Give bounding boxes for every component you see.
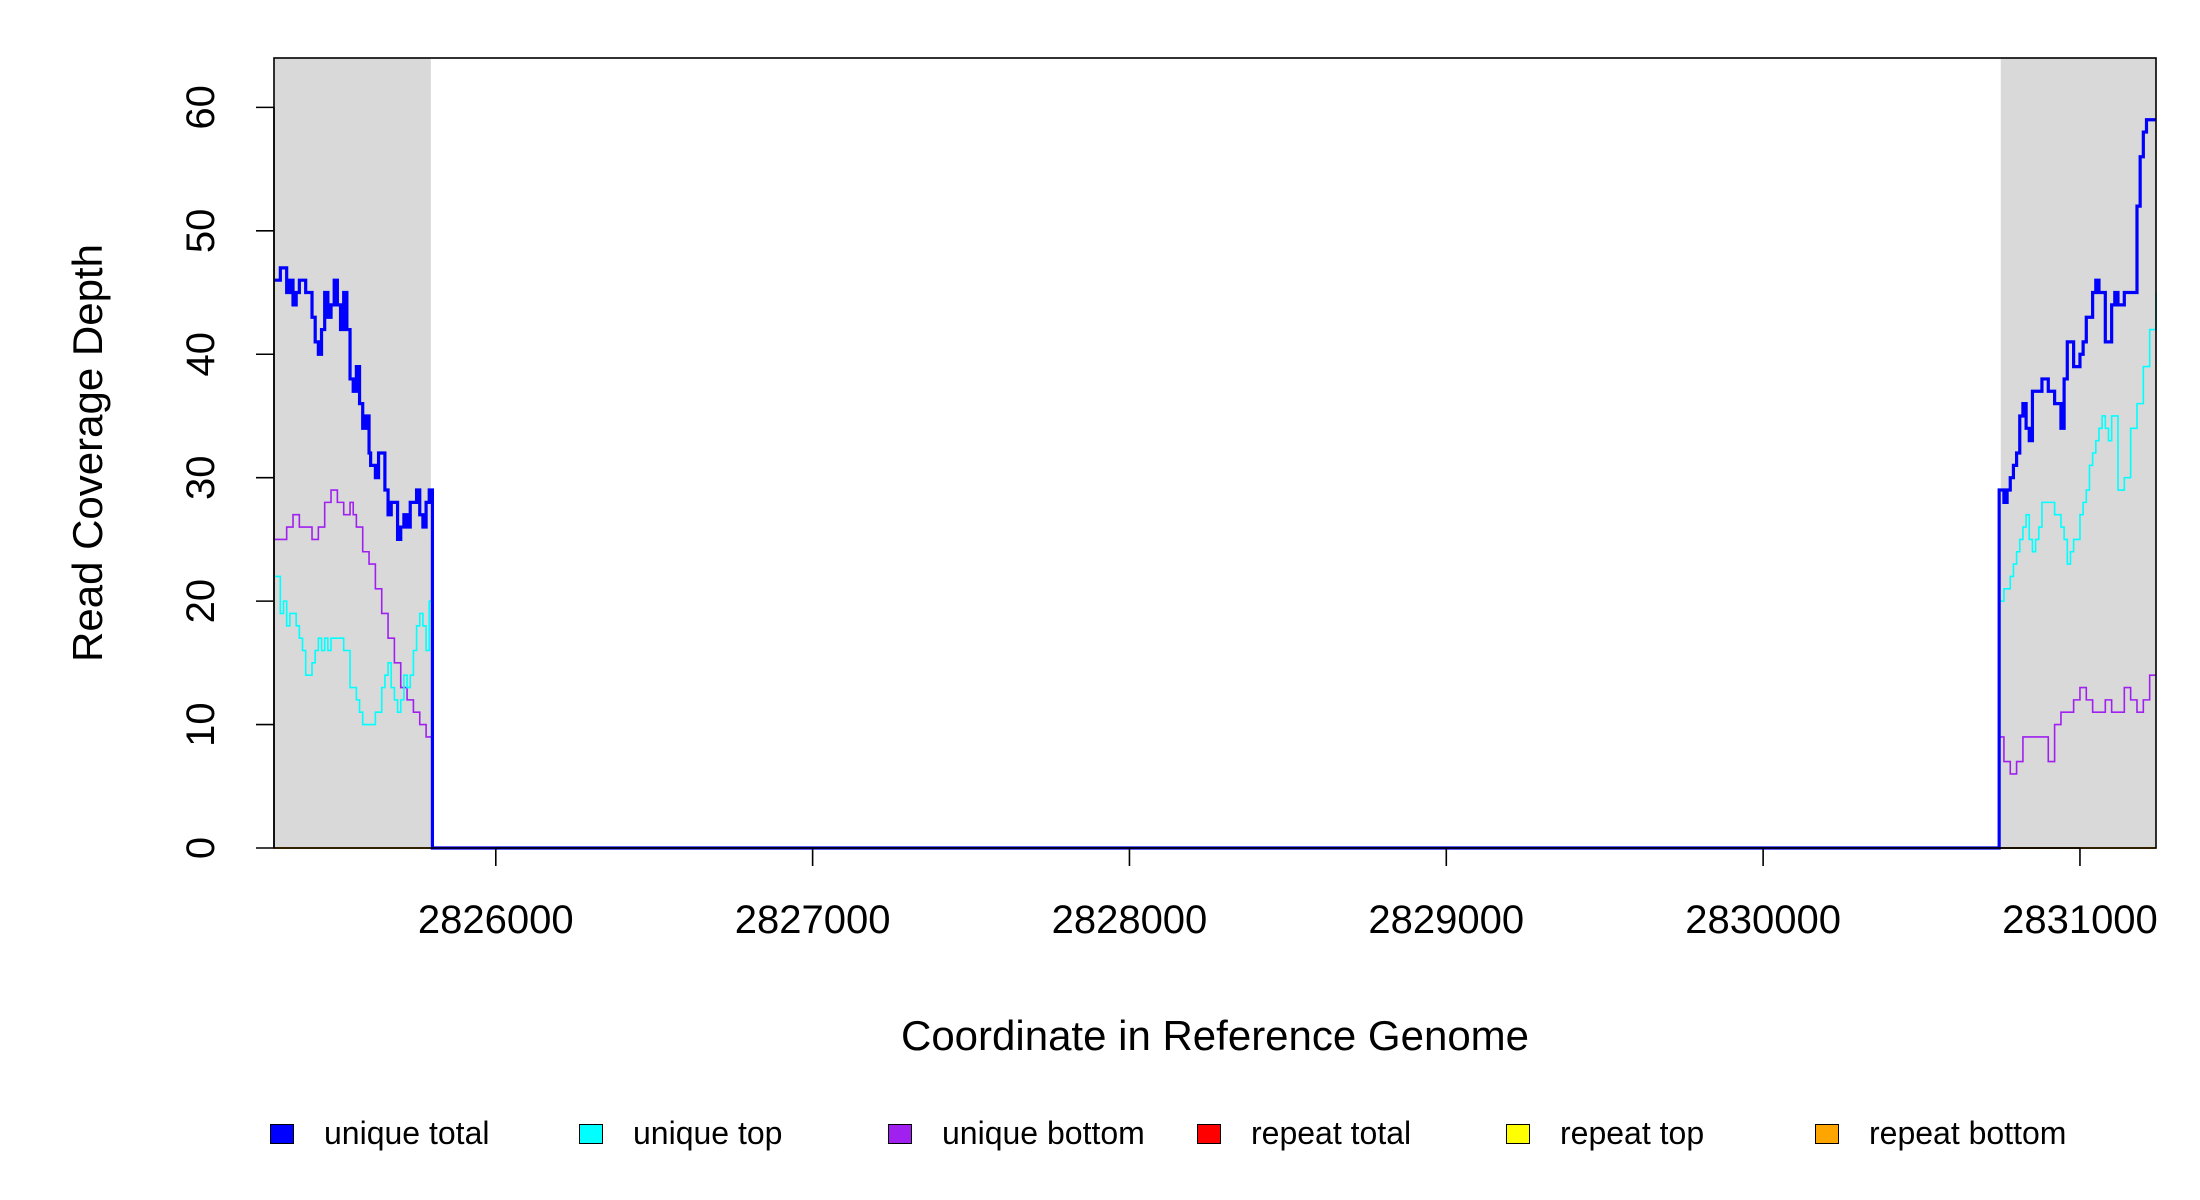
legend-item-unique-bottom: unique bottom bbox=[888, 1115, 1145, 1152]
legend-label: repeat total bbox=[1251, 1115, 1412, 1151]
legend-label: repeat bottom bbox=[1869, 1115, 2067, 1151]
y-tick-label: 60 bbox=[179, 85, 223, 130]
x-axis: 2826000 2827000 2828000 2829000 2830000 28310… bbox=[418, 847, 2158, 942]
legend-item-repeat-total: repeat total bbox=[1197, 1115, 1411, 1152]
legend-item-unique-total: unique total bbox=[270, 1115, 489, 1152]
x-tick-label: 2830000 bbox=[1685, 898, 1841, 942]
y-axis: 0 10 20 30 40 50 60 bbox=[179, 85, 275, 859]
legend-label: repeat top bbox=[1560, 1115, 1705, 1151]
legend-label: unique total bbox=[324, 1115, 490, 1151]
legend-swatch bbox=[270, 1123, 294, 1144]
plot-frame bbox=[273, 57, 2157, 849]
series-line-unique-total bbox=[274, 118, 2156, 850]
x-tick-label: 2829000 bbox=[1368, 898, 1524, 942]
legend-swatch bbox=[1197, 1123, 1221, 1144]
legend-item-unique-top: unique top bbox=[579, 1115, 782, 1152]
legend-label: unique top bbox=[633, 1115, 783, 1151]
legend-swatch bbox=[888, 1123, 912, 1144]
y-tick-label: 30 bbox=[179, 455, 223, 500]
legend-swatch bbox=[1506, 1123, 1530, 1144]
x-tick-label: 2828000 bbox=[1052, 898, 1208, 942]
x-tick-label: 2827000 bbox=[735, 898, 891, 942]
series-line-unique-top bbox=[274, 292, 2157, 849]
shaded-regions bbox=[274, 58, 2156, 848]
legend-label: unique bottom bbox=[942, 1115, 1145, 1151]
y-tick-label: 0 bbox=[179, 837, 223, 859]
y-tick-label: 40 bbox=[179, 332, 223, 377]
y-tick-label: 10 bbox=[179, 702, 223, 747]
x-axis-title: Coordinate in Reference Genome bbox=[901, 1012, 1529, 1059]
y-axis-title: Read Coverage Depth bbox=[64, 244, 111, 662]
legend-swatch bbox=[579, 1123, 603, 1144]
series-line-unique-bottom bbox=[274, 489, 2156, 849]
shaded-region bbox=[2000, 58, 2156, 848]
series-lines bbox=[274, 118, 2157, 850]
x-tick-label: 2826000 bbox=[418, 898, 574, 942]
shaded-region bbox=[274, 58, 431, 848]
y-tick-label: 50 bbox=[179, 209, 223, 254]
x-tick-label: 2831000 bbox=[2002, 898, 2158, 942]
legend: unique total unique top unique bottom re… bbox=[0, 1115, 2200, 1165]
legend-swatch bbox=[1815, 1123, 1839, 1144]
legend-item-repeat-bottom: repeat bottom bbox=[1815, 1115, 2066, 1152]
legend-item-repeat-top: repeat top bbox=[1506, 1115, 1704, 1152]
y-tick-label: 20 bbox=[179, 579, 223, 624]
